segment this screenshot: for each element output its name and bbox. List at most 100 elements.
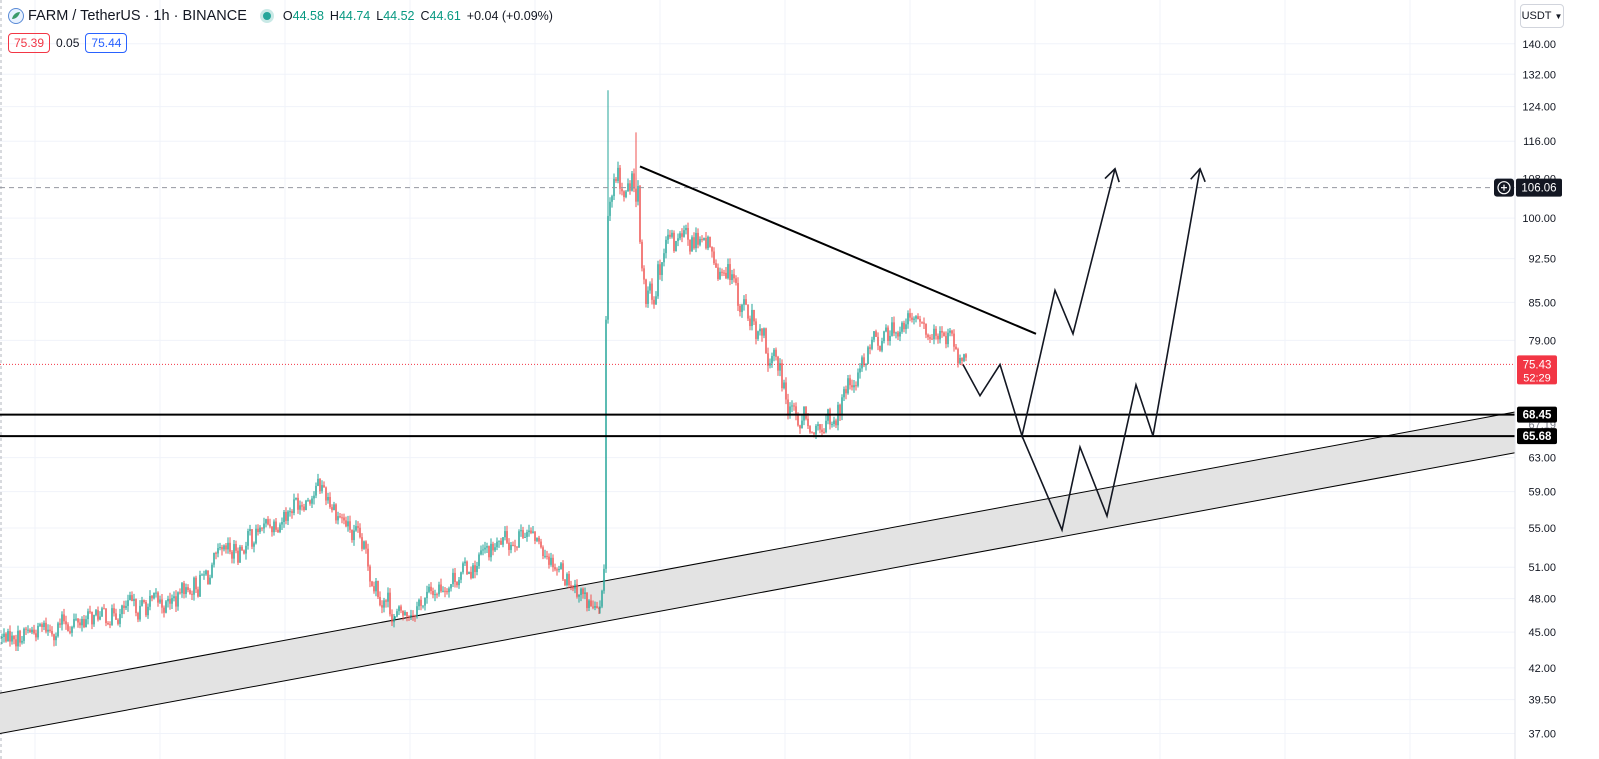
candle	[367, 543, 369, 571]
candle	[432, 587, 434, 599]
candle-body	[947, 332, 949, 345]
candle	[955, 343, 957, 350]
candle-body	[941, 331, 943, 333]
y-tick-label: 51.00	[1528, 562, 1556, 574]
candle	[669, 230, 671, 239]
candle-body	[45, 622, 47, 632]
spread-value: 0.05	[56, 36, 80, 50]
candle-body	[773, 349, 775, 357]
candle	[229, 537, 231, 555]
candle-body	[663, 253, 665, 263]
candle	[582, 587, 584, 599]
candle-body	[301, 505, 303, 507]
candle	[418, 598, 420, 611]
candle-body	[564, 579, 566, 586]
candle	[540, 538, 542, 549]
candle	[791, 400, 793, 412]
candle-body	[651, 283, 653, 300]
candle-body	[137, 613, 139, 620]
candle	[825, 415, 827, 434]
candle	[249, 524, 251, 536]
candle-body	[683, 230, 685, 237]
candle-body	[959, 357, 961, 364]
candle-body	[951, 330, 953, 334]
candle-body	[347, 521, 349, 527]
candle-body	[697, 232, 699, 245]
candle-body	[141, 600, 143, 606]
candle	[412, 610, 414, 621]
candle	[317, 473, 319, 487]
candle-body	[548, 556, 550, 565]
candle-body	[103, 608, 105, 610]
candle-body	[464, 561, 466, 564]
candle-body	[379, 596, 381, 606]
current-price-bg	[1517, 355, 1557, 385]
candle-body	[462, 563, 464, 573]
candle-body	[629, 183, 631, 191]
candle	[5, 632, 7, 643]
candle	[823, 428, 825, 434]
candle	[143, 599, 145, 604]
candle	[185, 583, 187, 598]
currency-selector[interactable]: USDT ▼	[1520, 4, 1564, 28]
channel-fill	[0, 412, 1515, 734]
candle	[821, 424, 823, 437]
candle-body	[450, 584, 452, 589]
candle	[69, 626, 71, 635]
candle	[524, 532, 526, 539]
candle-body	[839, 404, 841, 415]
candle	[283, 510, 285, 528]
candle	[907, 310, 909, 329]
candle-body	[353, 530, 355, 541]
candle	[572, 585, 574, 592]
level-label-bg	[1517, 428, 1557, 445]
candle-body	[719, 271, 721, 279]
candle-body	[265, 519, 267, 524]
candle	[653, 296, 655, 309]
candle	[613, 173, 615, 201]
candle	[133, 593, 135, 607]
candle	[480, 545, 482, 556]
market-status-icon[interactable]	[262, 12, 271, 20]
candle-body	[319, 478, 321, 492]
candle-body	[705, 238, 707, 249]
candle-body	[749, 318, 751, 327]
candle	[145, 600, 147, 618]
candle	[75, 613, 77, 622]
candle	[53, 633, 55, 647]
candle-body	[249, 529, 251, 531]
candle-body	[436, 594, 438, 596]
candle	[115, 608, 117, 621]
symbol-title[interactable]: FARM / TetherUS · 1h · BINANCE	[28, 8, 247, 24]
candle-body	[311, 498, 313, 504]
y-tick-label: 42.00	[1528, 663, 1556, 675]
candle-body	[572, 586, 574, 589]
candle	[438, 581, 440, 597]
candle	[777, 355, 779, 376]
candle-body	[633, 173, 635, 189]
candle	[444, 587, 446, 598]
candle-body	[223, 545, 225, 550]
candle-body	[31, 629, 33, 633]
candle	[111, 604, 113, 626]
candle	[623, 190, 625, 202]
buy-price-button[interactable]: 75.44	[85, 33, 128, 53]
candle-body	[89, 611, 91, 613]
candle	[863, 353, 865, 368]
candle-body	[133, 599, 135, 602]
candle	[737, 277, 739, 311]
candle	[422, 605, 424, 609]
candle	[779, 358, 781, 377]
candle	[223, 544, 225, 552]
candle-body	[655, 296, 657, 305]
candle-body	[623, 191, 625, 198]
candle-body	[61, 614, 63, 625]
candle-body	[482, 549, 484, 551]
candle	[789, 402, 791, 419]
candle	[607, 90, 609, 324]
candle	[761, 328, 763, 342]
sell-price-button[interactable]: 75.39	[8, 33, 51, 53]
candle-body	[821, 429, 823, 432]
candle-body	[245, 545, 247, 554]
